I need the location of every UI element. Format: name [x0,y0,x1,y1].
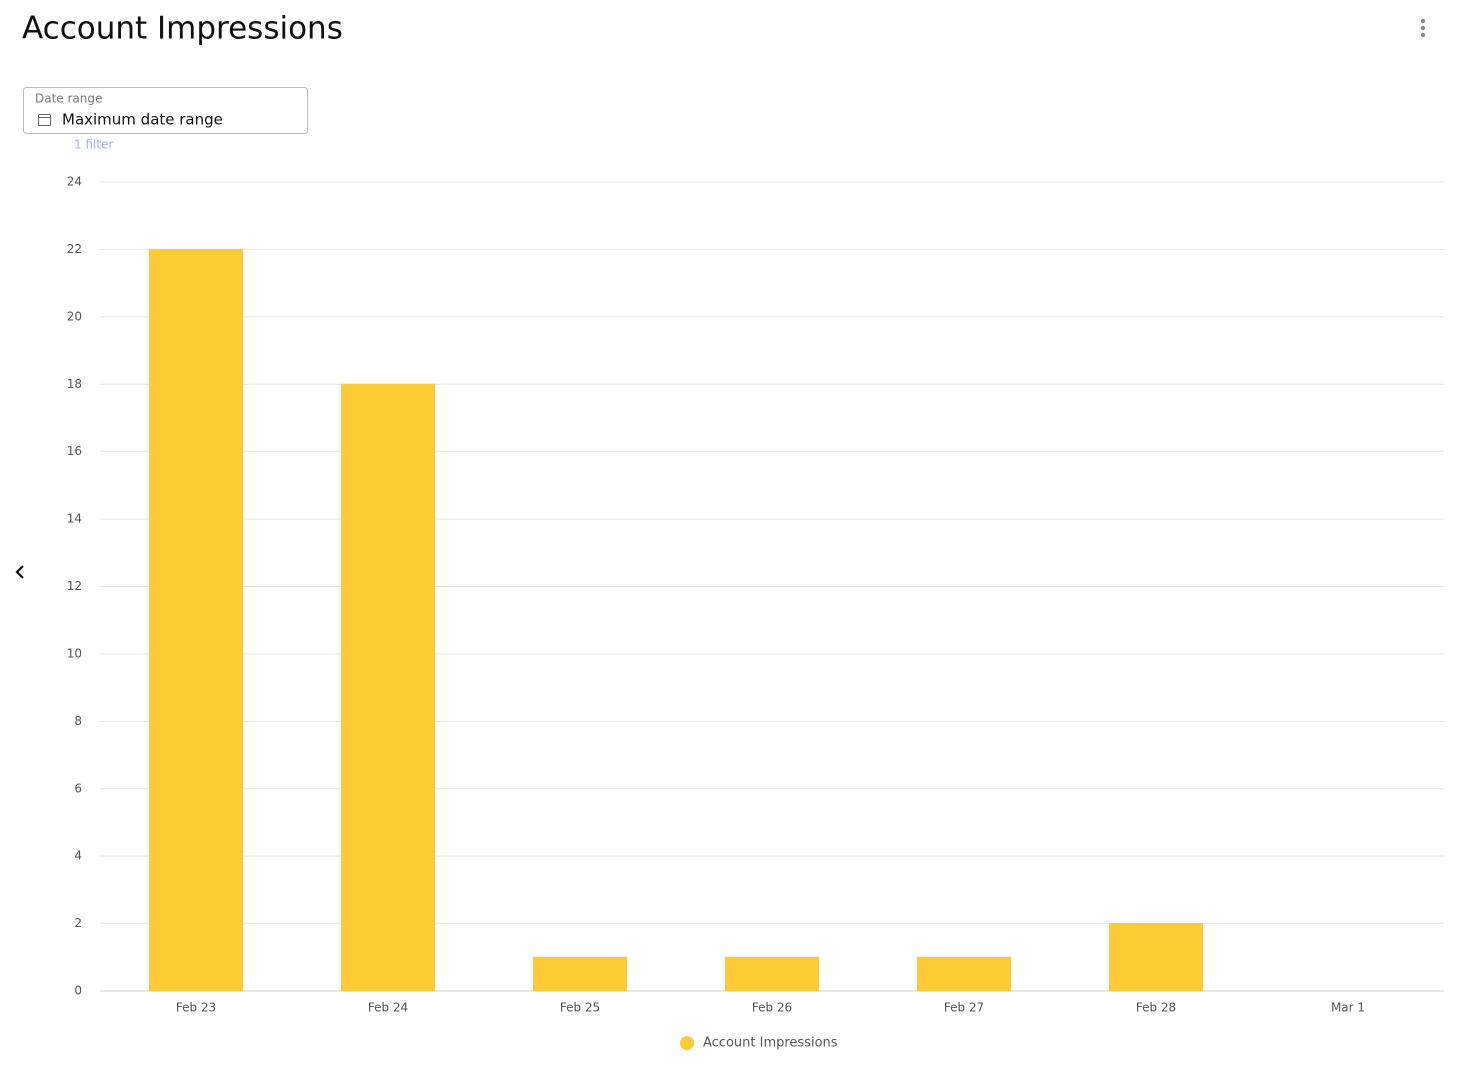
y-tick-label: 14 [67,512,82,526]
x-tick-label: Feb 25 [560,1001,600,1015]
y-tick-label: 20 [67,309,82,323]
bar [1109,923,1203,992]
x-tick-label: Feb 28 [1136,1001,1176,1015]
filter-count[interactable]: 1 filter [74,138,113,152]
bar [149,248,243,992]
y-tick-label: 22 [67,242,82,256]
legend-marker [680,1036,694,1050]
bar [917,956,1011,992]
y-tick-label: 4 [74,849,82,863]
legend-label: Account Impressions [703,1036,838,1051]
y-tick-label: 10 [67,646,82,660]
date-range-filter[interactable] [23,87,308,134]
x-tick-label: Feb 23 [176,1001,216,1015]
calendar-icon [38,114,51,126]
y-tick-label: 0 [74,984,82,998]
y-tick-label: 12 [67,579,82,593]
x-tick-label: Mar 1 [1331,1001,1365,1015]
more-menu[interactable] [1420,18,1426,38]
page-title: Account Impressions [22,11,343,47]
bar [533,956,627,992]
y-tick-label: 8 [74,714,82,728]
bar [725,956,819,992]
bar [341,383,435,992]
y-tick-label: 18 [67,377,82,391]
filter-label: Date range [35,92,102,106]
x-tick-label: Feb 24 [368,1001,408,1015]
back-chevron[interactable] [15,565,24,579]
y-tick-label: 6 [74,781,82,795]
filter-value: Maximum date range [62,111,223,129]
y-tick-label: 16 [67,444,82,458]
x-tick-label: Feb 27 [944,1001,984,1015]
y-tick-label: 24 [67,175,82,189]
x-tick-label: Feb 26 [752,1001,792,1015]
y-tick-label: 2 [74,916,82,930]
